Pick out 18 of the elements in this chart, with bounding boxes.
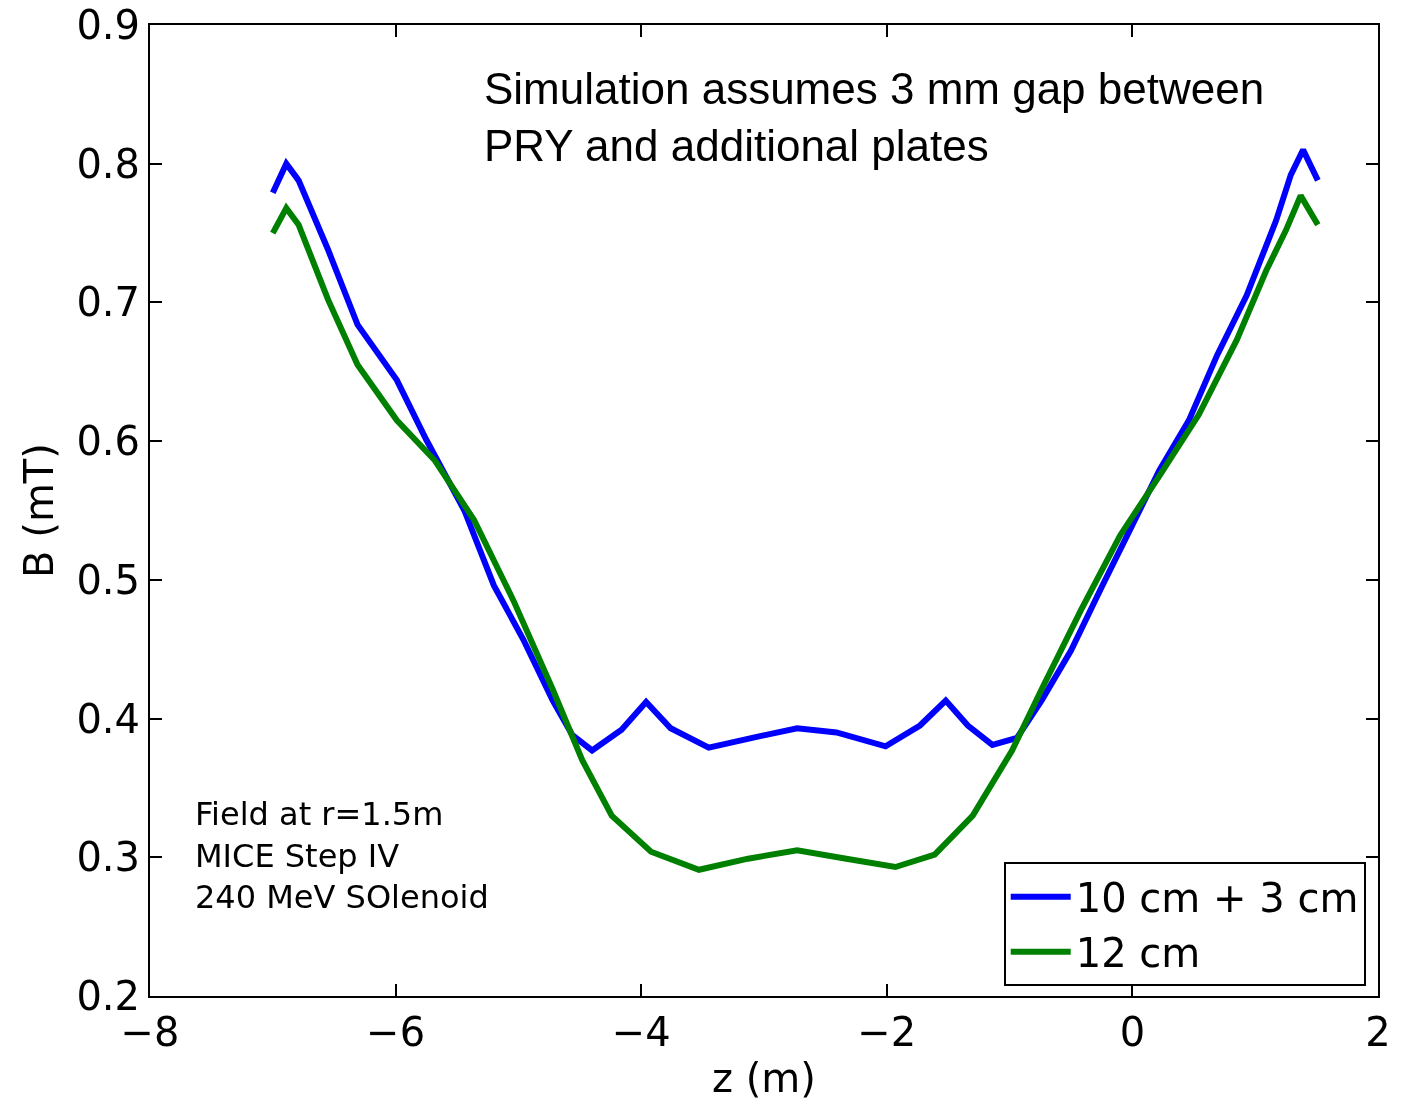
annotation: Field at r=1.5m MICE Step IV 240 MeV SOlenoid <box>195 795 489 917</box>
y-tick-label: 0.3 <box>76 834 140 881</box>
legend-label: 10 cm + 3 cm <box>1075 875 1359 922</box>
legend-label: 12 cm <box>1075 930 1201 977</box>
y-tick-label: 0.6 <box>76 418 140 465</box>
annotation: Simulation assumes 3 mm gap between PRY and additional plates <box>484 64 1265 171</box>
x-tick-label: 0 <box>1119 1009 1146 1055</box>
x-tick-label: −6 <box>366 1009 426 1055</box>
y-tick-label: 0.7 <box>76 279 140 326</box>
x-tick-label: −2 <box>857 1009 917 1055</box>
x-tick-label: 2 <box>1365 1009 1391 1055</box>
x-tick-label: −4 <box>611 1009 671 1055</box>
x-axis-title: z (m) <box>712 1055 816 1101</box>
y-tick-label: 0.4 <box>76 695 140 742</box>
y-tick-label: 0.9 <box>76 2 140 48</box>
y-axis-title: B (mT) <box>16 443 63 578</box>
y-tick-label: 0.5 <box>76 556 140 603</box>
y-tick-label: 0.8 <box>76 140 140 187</box>
